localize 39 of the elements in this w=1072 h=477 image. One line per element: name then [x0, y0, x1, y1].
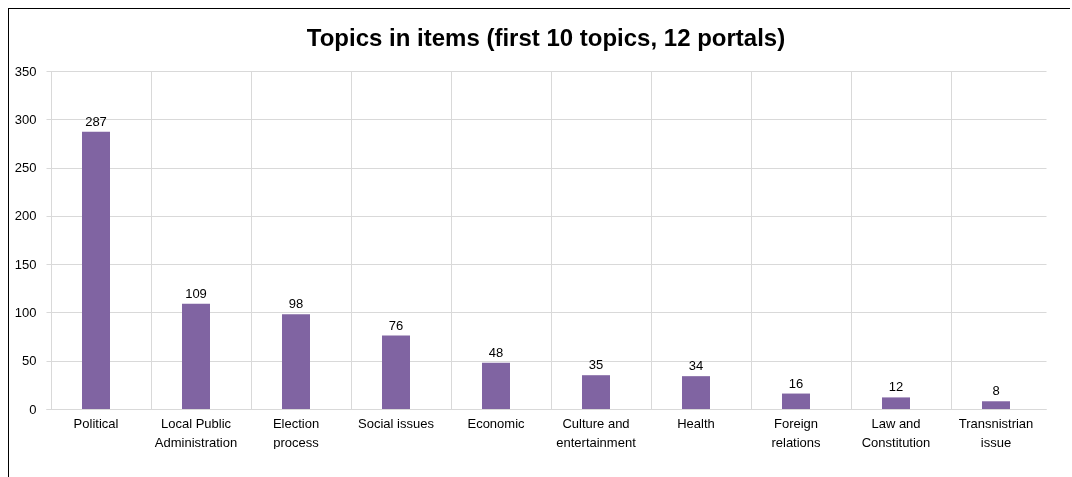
data-label: 16: [788, 375, 804, 391]
x-tick-label: Transnistrian issue: [958, 415, 1034, 450]
y-tick-label: 0: [29, 401, 37, 417]
y-tick-label: 150: [14, 256, 37, 272]
bar: [882, 397, 910, 409]
bar: [782, 393, 810, 409]
bar: [982, 401, 1010, 409]
x-tick-label: Culture and entertainment: [556, 415, 637, 450]
x-tick-label: Political: [73, 415, 119, 431]
data-label: 34: [688, 358, 704, 374]
bar: [582, 375, 610, 409]
y-tick-label: 50: [22, 353, 37, 369]
bar: [82, 131, 110, 409]
x-tick-label: Social issues: [358, 415, 435, 431]
x-tick-label: Local Public Administration: [154, 415, 238, 450]
data-label: 287: [85, 113, 107, 129]
x-tick-label: Health: [677, 415, 715, 431]
bar: [482, 362, 510, 409]
chart-title: Topics in items (first 10 topics, 12 portals): [306, 24, 786, 51]
x-tick-label: Law and Constitution: [861, 415, 931, 450]
data-label: 48: [488, 344, 504, 360]
y-tick-label: 350: [14, 63, 37, 79]
x-tick-label: Economic: [467, 415, 526, 431]
data-label: 98: [288, 296, 304, 312]
data-label: 12: [888, 379, 904, 395]
data-label: 109: [185, 285, 207, 301]
bar: [382, 335, 410, 409]
y-tick-label: 200: [14, 208, 37, 224]
data-label: 35: [588, 357, 604, 373]
y-tick-label: 300: [14, 111, 37, 127]
bar: [682, 376, 710, 409]
bar: [182, 303, 210, 409]
data-label: 8: [992, 383, 1000, 399]
y-tick-label: 250: [14, 160, 37, 176]
bar: [282, 314, 310, 409]
x-tick-label: Election process: [272, 415, 320, 450]
y-tick-label: 100: [14, 304, 37, 320]
data-label: 76: [388, 317, 404, 333]
x-tick-label: Foreign relations: [771, 415, 822, 450]
